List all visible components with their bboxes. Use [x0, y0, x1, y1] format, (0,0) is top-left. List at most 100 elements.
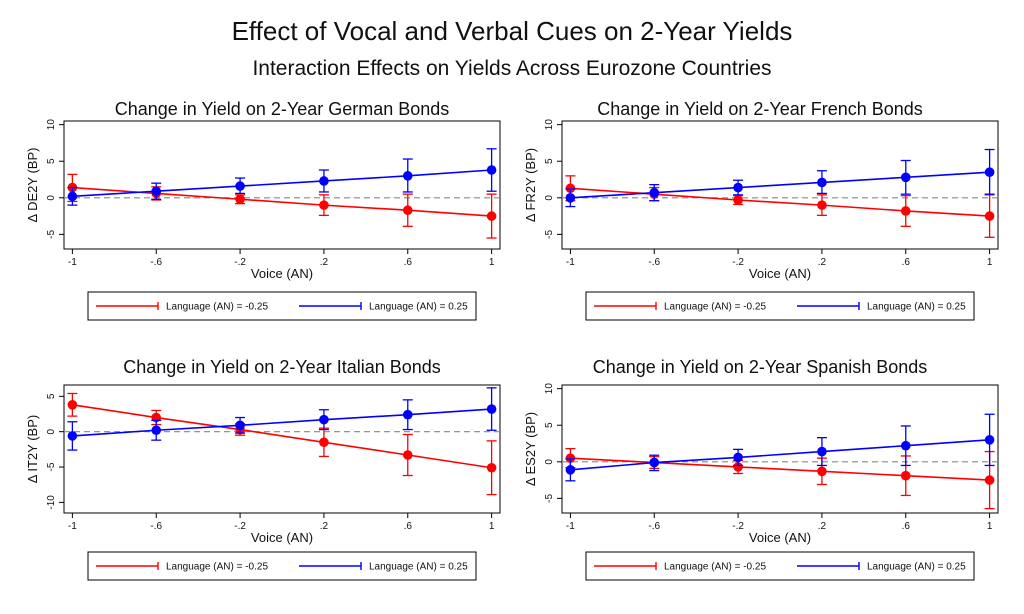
x-tick-label: -.6: [150, 257, 162, 268]
series-line: [570, 171, 990, 199]
data-point: [817, 466, 827, 477]
legend-label: Language (AN) = -0.25: [166, 562, 268, 573]
x-tick-label: .6: [902, 521, 911, 532]
x-tick-label: -.2: [732, 257, 744, 268]
data-point: [817, 177, 827, 188]
x-tick-label: .2: [320, 257, 329, 268]
legend-label: Language (AN) = -0.25: [664, 562, 766, 573]
x-tick-label: -.6: [648, 521, 660, 532]
data-point: [649, 457, 660, 468]
chart-panel-2: Change in Yield on 2-Year French Bonds10…: [523, 99, 999, 321]
plot-frame: [561, 384, 999, 514]
data-point: [319, 414, 329, 425]
data-point: [565, 465, 576, 475]
x-tick-label: -.2: [234, 521, 246, 532]
y-tick-label: 5: [544, 158, 555, 164]
data-point: [67, 191, 78, 202]
data-point: [486, 165, 497, 175]
legend: Language (AN) = -0.25 Language (AN) = 0.2…: [87, 551, 477, 581]
x-tick-label: -.2: [732, 521, 744, 532]
data-point: [733, 195, 743, 205]
legend: Language (AN) = -0.25 Language (AN) = 0.2…: [87, 291, 477, 321]
y-axis-label: Δ DE2Y (BP): [25, 148, 40, 223]
x-axis-label: Voice (AN): [749, 266, 811, 281]
y-axis-label: Δ ES2Y (BP): [523, 412, 538, 486]
series-line: [570, 457, 990, 481]
series-line: [72, 169, 492, 198]
x-tick-label: .6: [404, 521, 413, 532]
data-point: [235, 181, 245, 191]
x-tick-label: -1: [566, 257, 575, 268]
y-tick-label: 0: [46, 195, 57, 201]
series-line: [72, 404, 492, 469]
figure-title: Effect of Vocal and Verbal Cues on 2-Yea…: [232, 16, 793, 46]
data-point: [486, 404, 497, 414]
legend-label: Language (AN) = -0.25: [166, 302, 268, 313]
y-tick-label: -5: [46, 229, 57, 238]
y-tick-label: 0: [544, 459, 555, 465]
x-tick-label: 1: [489, 257, 495, 268]
data-point: [486, 462, 497, 473]
y-axis-label: Δ FR2Y (BP): [523, 148, 538, 222]
data-point: [984, 211, 995, 221]
data-point: [319, 437, 329, 448]
data-point: [733, 182, 743, 193]
data-point: [565, 193, 576, 203]
series-line: [570, 187, 990, 217]
data-point: [900, 440, 911, 451]
data-point: [984, 475, 995, 485]
plot-frame: [561, 120, 999, 250]
y-tick-label: -5: [46, 462, 57, 471]
data-point: [235, 420, 245, 431]
data-point: [733, 452, 743, 463]
plot-frame: [63, 120, 501, 250]
x-tick-label: -.2: [234, 257, 246, 268]
legend-label: Language (AN) = -0.25: [664, 302, 766, 313]
x-tick-label: .2: [818, 257, 827, 268]
data-point: [565, 183, 576, 194]
x-tick-label: 1: [987, 521, 993, 532]
series-positive: [67, 387, 497, 451]
data-point: [402, 205, 413, 216]
data-point: [319, 176, 329, 186]
x-tick-label: -1: [68, 257, 77, 268]
data-point: [319, 200, 329, 210]
chart-title: Change in Yield on 2-Year Spanish Bonds: [593, 357, 928, 377]
x-tick-label: 1: [987, 257, 993, 268]
x-axis-label: Voice (AN): [251, 530, 313, 545]
data-point: [649, 187, 660, 198]
y-tick-label: 5: [46, 393, 57, 399]
data-point: [733, 462, 743, 472]
data-point: [900, 172, 911, 183]
legend: Language (AN) = -0.25 Language (AN) = 0.2…: [585, 551, 975, 581]
data-point: [900, 470, 911, 481]
data-point: [402, 450, 413, 460]
series-line: [570, 439, 990, 471]
y-axis-label: Δ IT2Y (BP): [25, 415, 40, 483]
data-point: [402, 171, 413, 181]
data-point: [151, 186, 162, 197]
legend-label: Language (AN) = 0.25: [867, 302, 966, 313]
x-tick-label: .6: [404, 257, 413, 268]
data-point: [984, 167, 995, 177]
data-point: [817, 200, 827, 210]
data-point: [486, 211, 497, 221]
chart-panel-3: Change in Yield on 2-Year Italian Bonds 5…: [25, 357, 501, 581]
x-tick-label: 1: [489, 521, 495, 532]
chart-panel-4: Change in Yield on 2-Year Spanish Bonds 1…: [523, 357, 999, 581]
data-point: [565, 453, 576, 463]
x-tick-label: -1: [566, 521, 575, 532]
series-positive: [565, 148, 995, 208]
data-point: [67, 400, 78, 410]
x-tick-label: -.6: [150, 521, 162, 532]
y-tick-label: 0: [46, 428, 57, 434]
x-axis-label: Voice (AN): [749, 530, 811, 545]
figure-subtitle: Interaction Effects on Yields Across Eur…: [252, 57, 771, 80]
series-positive: [565, 413, 995, 482]
x-tick-label: -1: [68, 521, 77, 532]
y-tick-label: -5: [544, 229, 555, 238]
chart-title: Change in Yield on 2-Year Italian Bonds: [123, 357, 441, 377]
plot-frame: [63, 384, 501, 514]
series-positive: [67, 148, 497, 206]
data-point: [402, 409, 413, 420]
